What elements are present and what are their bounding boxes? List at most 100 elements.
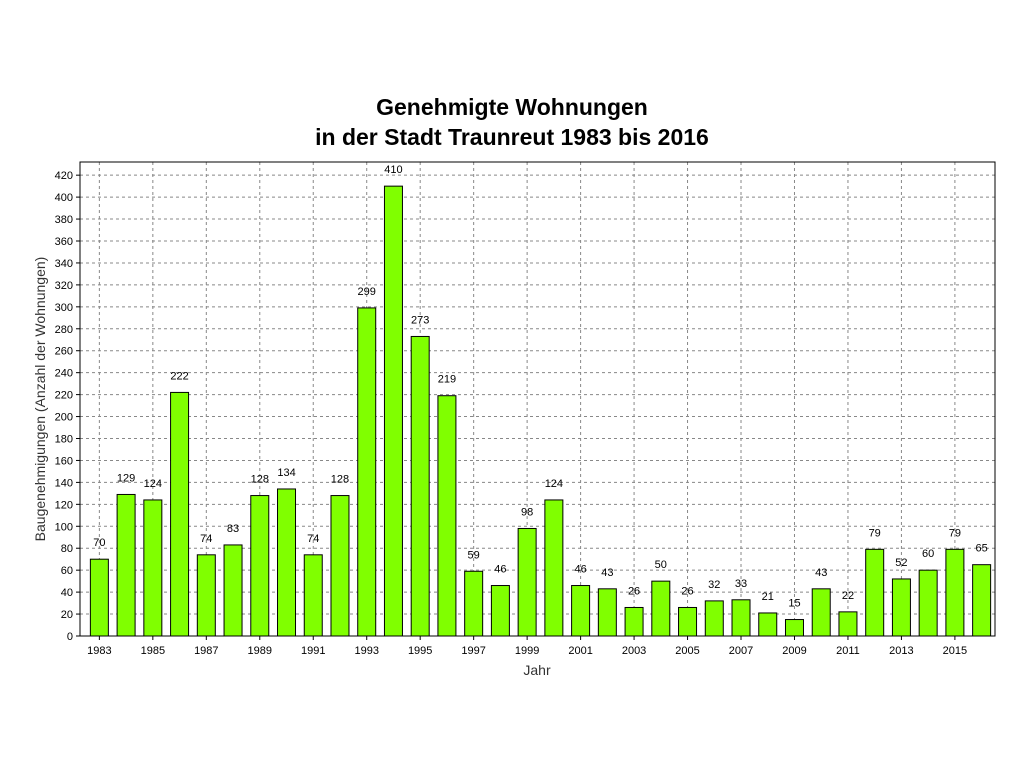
value-label-2007: 33: [735, 578, 747, 590]
bar-1995: [410, 335, 430, 637]
value-label-2014: 60: [922, 548, 934, 560]
bar-1986: [170, 391, 190, 637]
y-tick-label: 60: [61, 565, 73, 577]
value-label-1987: 74: [200, 533, 212, 545]
value-label-2001: 46: [574, 564, 586, 576]
x-tick-label: 2007: [729, 645, 753, 657]
bar-1984: [116, 493, 136, 637]
value-label-2011: 22: [842, 590, 854, 602]
bar-1990: [277, 488, 297, 637]
bar-2004: [651, 580, 671, 637]
value-label-2005: 26: [681, 585, 693, 597]
x-tick-label: 2013: [889, 645, 913, 657]
chart-title-line-2: in der Stadt Traunreut 1983 bis 2016: [315, 124, 709, 150]
y-tick-label: 340: [55, 258, 73, 270]
y-tick-label: 120: [55, 499, 73, 511]
bar-1991: [303, 554, 323, 637]
plot-area: [80, 162, 995, 636]
bar-2005: [678, 606, 698, 637]
x-tick-label: 2011: [836, 645, 860, 657]
x-tick-label: 2009: [782, 645, 806, 657]
bar-2014: [918, 569, 938, 637]
bar-2011: [838, 611, 858, 637]
bar-2016: [972, 564, 992, 637]
value-label-1995: 273: [411, 314, 429, 326]
bar-1985: [143, 499, 163, 637]
y-tick-label: 380: [55, 214, 73, 226]
y-tick-label: 180: [55, 434, 73, 446]
bar-1987: [196, 554, 216, 637]
bar-1997: [464, 570, 484, 637]
value-label-2008: 21: [762, 591, 774, 603]
y-tick-label: 260: [55, 346, 73, 358]
value-label-1991: 74: [307, 533, 319, 545]
x-tick-label: 2015: [943, 645, 967, 657]
bar-1988: [223, 544, 243, 637]
y-tick-label: 0: [67, 631, 73, 643]
bar-2006: [704, 600, 724, 637]
value-label-1992: 128: [331, 474, 349, 486]
value-label-2000: 124: [545, 478, 563, 490]
bar-1996: [437, 395, 457, 637]
x-tick-label: 1995: [408, 645, 432, 657]
x-tick-label: 1997: [461, 645, 485, 657]
x-tick-label: 2005: [675, 645, 699, 657]
y-tick-label: 280: [55, 324, 73, 336]
value-label-1998: 46: [494, 564, 506, 576]
bar-2003: [624, 606, 644, 637]
bar-2000: [544, 499, 564, 637]
chart-title-line-1: Genehmigte Wohnungen: [376, 94, 648, 120]
chart-title: Genehmigte Wohnungen in der Stadt Traunr…: [0, 92, 1024, 152]
x-tick-label: 1993: [354, 645, 378, 657]
bar-1994: [383, 185, 403, 637]
y-tick-label: 360: [55, 236, 73, 248]
value-label-2015: 79: [949, 527, 961, 539]
bar-1992: [330, 495, 350, 637]
value-label-1984: 129: [117, 472, 135, 484]
y-tick-label: 220: [55, 390, 73, 402]
value-label-1986: 222: [170, 370, 188, 382]
value-label-2004: 50: [655, 559, 667, 571]
x-axis-ticks: 1983 1985 1987 1989 1991 1993 1995 1997 1999 2001…: [87, 636, 967, 657]
y-axis-title: Baugenehmigungen (Anzahl der Wohnungen): [32, 257, 48, 542]
y-tick-label: 100: [55, 521, 73, 533]
bar-1998: [490, 585, 510, 637]
bar-2007: [731, 599, 751, 637]
bar-2002: [597, 588, 617, 637]
y-tick-label: 300: [55, 302, 73, 314]
value-label-1989: 128: [251, 474, 269, 486]
value-label-2002: 43: [601, 567, 613, 579]
bar-1993: [357, 307, 377, 637]
value-label-1985: 124: [144, 478, 162, 490]
value-labels: 70 129 124 222 74 83 128 134 74 128 299 410 273 219 59…: [93, 164, 988, 609]
y-tick-label: 40: [61, 587, 73, 599]
x-tick-label: 1991: [301, 645, 325, 657]
bar-2009: [784, 619, 804, 637]
y-tick-label: 320: [55, 280, 73, 292]
value-label-2016: 65: [976, 543, 988, 555]
bar-1999: [517, 527, 537, 637]
bar-2012: [865, 548, 885, 637]
value-label-1988: 83: [227, 523, 239, 535]
value-label-2012: 79: [869, 527, 881, 539]
value-label-1994: 410: [384, 164, 402, 176]
y-tick-label: 240: [55, 368, 73, 380]
value-label-1997: 59: [468, 549, 480, 561]
value-label-1993: 299: [358, 286, 376, 298]
value-label-1996: 219: [438, 374, 456, 386]
value-label-2003: 26: [628, 585, 640, 597]
x-tick-label: 1987: [194, 645, 218, 657]
y-tick-label: 160: [55, 455, 73, 467]
value-label-1983: 70: [93, 537, 105, 549]
value-label-1999: 98: [521, 506, 533, 518]
y-tick-label: 400: [55, 192, 73, 204]
bar-2008: [758, 612, 778, 637]
x-tick-label: 1999: [515, 645, 539, 657]
x-tick-label: 2001: [568, 645, 592, 657]
y-tick-label: 20: [61, 609, 73, 621]
value-label-1990: 134: [277, 467, 295, 479]
y-axis-ticks: 0 20 40 60 80 100 120 140 160 180 200 220 240 260 280 3…: [55, 170, 80, 643]
x-tick-label: 1989: [248, 645, 272, 657]
bar-1989: [250, 495, 270, 637]
bar-2015: [945, 548, 965, 637]
